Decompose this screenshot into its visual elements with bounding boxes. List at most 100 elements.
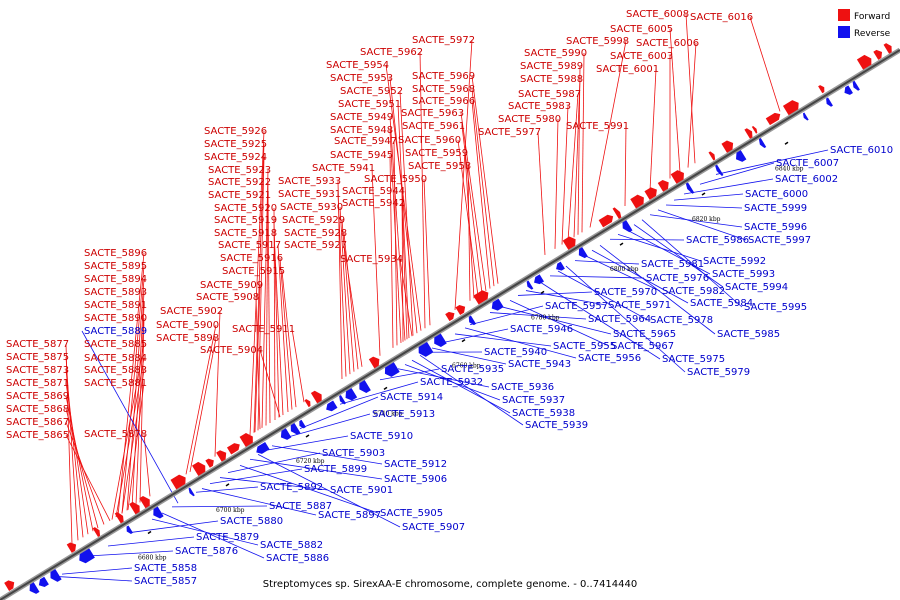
reverse-gene-block bbox=[526, 280, 534, 290]
forward-gene-label: SACTE_5873 bbox=[6, 365, 69, 376]
reverse-leader-line bbox=[715, 149, 829, 175]
forward-gene-label: SACTE_5977 bbox=[478, 127, 541, 138]
forward-leader-line bbox=[65, 421, 105, 525]
forward-leader-line bbox=[339, 206, 351, 375]
forward-gene-label: SACTE_5865 bbox=[6, 430, 69, 441]
reverse-leader-line bbox=[209, 468, 303, 485]
reverse-gene-block bbox=[826, 97, 833, 107]
forward-gene-label: SACTE_6001 bbox=[596, 64, 659, 75]
forward-gene-label: SACTE_5885 bbox=[84, 339, 147, 350]
reverse-gene-label: SACTE_5889 bbox=[84, 326, 147, 337]
forward-gene-block bbox=[873, 49, 883, 60]
forward-leader-line bbox=[111, 343, 145, 520]
forward-gene-label: SACTE_5915 bbox=[222, 266, 285, 277]
forward-leader-line bbox=[185, 324, 217, 475]
forward-leader-line bbox=[214, 310, 221, 457]
forward-leader-line bbox=[624, 125, 627, 207]
reverse-leader-line bbox=[469, 305, 544, 326]
forward-leader-line bbox=[371, 167, 381, 356]
reverse-gene-block bbox=[802, 112, 809, 121]
forward-gene-block bbox=[657, 180, 669, 192]
forward-leader-line bbox=[277, 244, 289, 413]
legend-reverse-label: Reverse bbox=[854, 29, 891, 39]
forward-gene-label: SACTE_5881 bbox=[84, 378, 147, 389]
forward-gene-block bbox=[139, 496, 150, 510]
forward-gene-label: SACTE_5896 bbox=[84, 248, 147, 259]
reverse-leader-line bbox=[239, 464, 379, 514]
forward-leader-line bbox=[389, 129, 402, 343]
forward-gene-label: SACTE_5934 bbox=[340, 254, 403, 265]
forward-gene-block bbox=[226, 443, 240, 455]
forward-leader-line bbox=[554, 118, 559, 249]
legend-reverse-swatch bbox=[838, 26, 850, 38]
reverse-leader-line bbox=[81, 330, 179, 504]
reverse-gene-block bbox=[534, 274, 544, 285]
reverse-leader-line bbox=[379, 368, 440, 381]
reverse-gene-label: SACTE_5876 bbox=[175, 546, 238, 557]
forward-leader-line bbox=[65, 395, 94, 532]
reverse-gene-label: SACTE_5985 bbox=[717, 329, 780, 340]
forward-gene-label: SACTE_5947 bbox=[334, 136, 397, 147]
forward-gene-label: SACTE_5949 bbox=[330, 112, 393, 123]
reverse-gene-label: SACTE_5910 bbox=[350, 431, 413, 442]
reverse-leader-line bbox=[549, 275, 645, 279]
forward-gene-label: SACTE_5950 bbox=[364, 174, 427, 185]
reverse-gene-label: SACTE_5887 bbox=[269, 501, 332, 512]
forward-gene-label: SACTE_5890 bbox=[84, 313, 147, 324]
reverse-gene-label: SACTE_5995 bbox=[744, 302, 807, 313]
forward-gene-block bbox=[612, 207, 622, 221]
forward-gene-block bbox=[744, 128, 753, 140]
reverse-gene-label: SACTE_5935 bbox=[441, 364, 504, 375]
forward-leader-line bbox=[537, 131, 546, 255]
forward-gene-label: SACTE_6003 bbox=[610, 51, 673, 62]
forward-leader-line bbox=[65, 356, 79, 541]
legend-forward-label: Forward bbox=[854, 12, 890, 22]
forward-gene-label: SACTE_5924 bbox=[204, 152, 267, 163]
reverse-leader-line bbox=[565, 265, 686, 373]
forward-leader-line bbox=[573, 78, 581, 238]
reverse-leader-line bbox=[617, 233, 702, 262]
gene-labels: SACTE_5865 SACTE_5867 SACTE_5868 SACTE_5869… bbox=[6, 9, 893, 587]
forward-gene-label: SACTE_5875 bbox=[6, 352, 69, 363]
forward-leader-line bbox=[273, 207, 276, 420]
reverse-gene-block bbox=[339, 394, 346, 405]
forward-gene-label: SACTE_5902 bbox=[160, 306, 223, 317]
reverse-gene-block bbox=[468, 315, 477, 326]
forward-gene-label: SACTE_5904 bbox=[200, 345, 263, 356]
reverse-gene-label: SACTE_5978 bbox=[650, 315, 713, 326]
reverse-gene-label: SACTE_5940 bbox=[484, 347, 547, 358]
reverse-leader-line bbox=[57, 576, 133, 582]
forward-leader-line bbox=[127, 382, 145, 510]
reverse-gene-label: SACTE_5986 bbox=[686, 235, 749, 246]
forward-gene-label: SACTE_6005 bbox=[610, 24, 673, 35]
reverse-gene-label: SACTE_5946 bbox=[510, 324, 573, 335]
forward-gene-label: SACTE_5900 bbox=[156, 320, 219, 331]
forward-gene-label: SACTE_5911 bbox=[232, 324, 295, 335]
reverse-leader-line bbox=[599, 245, 716, 335]
scale-tick-label: 6680 kbp bbox=[138, 555, 167, 562]
reverse-gene-block bbox=[299, 419, 306, 429]
reverse-gene-label: SACTE_5857 bbox=[134, 576, 197, 587]
reverse-leader-line bbox=[673, 193, 744, 201]
reverse-leader-line bbox=[683, 178, 774, 195]
reverse-gene-label: SACTE_5897 bbox=[318, 510, 381, 521]
reverse-gene-block bbox=[256, 441, 270, 454]
forward-leader-line bbox=[589, 40, 627, 228]
scale-tick-label: 6740 kbp bbox=[374, 410, 403, 417]
reverse-leader-line bbox=[464, 327, 577, 359]
forward-leader-line bbox=[685, 13, 696, 164]
forward-gene-block bbox=[239, 432, 253, 449]
reverse-gene-label: SACTE_5943 bbox=[508, 359, 571, 370]
forward-gene-label: SACTE_5925 bbox=[204, 139, 267, 150]
reverse-leader-line bbox=[91, 550, 174, 557]
forward-gene-label: SACTE_5895 bbox=[84, 261, 147, 272]
reverse-leader-line bbox=[411, 359, 511, 414]
reverse-gene-block bbox=[29, 581, 40, 594]
reverse-gene-label: SACTE_5936 bbox=[491, 382, 554, 393]
reverse-gene-block bbox=[326, 400, 338, 412]
reverse-gene-label: SACTE_5858 bbox=[134, 563, 197, 574]
reverse-leader-line bbox=[454, 333, 552, 347]
reverse-leader-line bbox=[699, 162, 775, 185]
forward-gene-label: SACTE_5930 bbox=[280, 202, 343, 213]
forward-leader-line bbox=[467, 165, 471, 301]
